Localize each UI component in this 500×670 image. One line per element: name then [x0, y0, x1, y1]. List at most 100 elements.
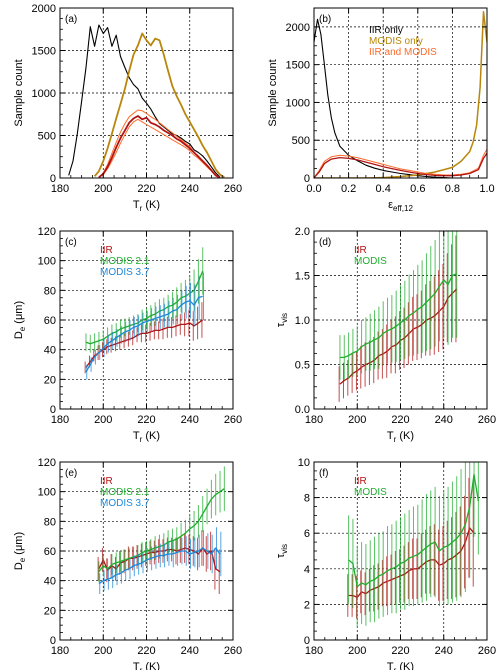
x-tick-label: 0.4: [376, 183, 391, 195]
series-line: [314, 152, 487, 178]
y-axis-label: τvis: [275, 544, 289, 558]
y-tick-label: 80: [44, 285, 56, 297]
x-tick-label: 220: [137, 645, 155, 657]
chart-panel-b: 0.0 0.2 0.4 0.6 0.8 1.0 0 500 1000 1500 2000 εeff,1…: [267, 7, 495, 213]
y-tick-label: 1000: [286, 97, 310, 109]
chart-panel-e: 180 200 220 240 260 0 20 40 60 80 100 120 Tr (K) De (…: [13, 457, 242, 670]
x-tick-label: 0.2: [341, 183, 356, 195]
x-tick-label: 0.0: [306, 183, 321, 195]
series-b-2: [314, 149, 487, 178]
y-tick-label: 20: [44, 605, 56, 617]
series-f-0: [347, 478, 475, 619]
y-tick-label: 120: [38, 457, 56, 469]
series-b-3: [314, 152, 487, 178]
panel-label: (a): [65, 14, 77, 25]
series-d-0: [338, 235, 458, 402]
series-d-1: [339, 231, 458, 380]
legend-entry: MODIS 3.7: [100, 498, 150, 509]
x-tick-label: 200: [94, 645, 112, 657]
x-tick-label: 180: [305, 414, 323, 426]
series-b-0: [314, 18, 487, 178]
y-tick-label: 1.5: [295, 271, 310, 283]
series-line: [339, 288, 458, 385]
chart-panel-c: 180 200 220 240 260 0 20 40 60 80 100 120 Tr (K) De (…: [13, 226, 242, 444]
series-line: [348, 473, 480, 588]
y-tick-label: 0: [50, 173, 56, 185]
y-tick-label: 1.0: [295, 315, 310, 327]
series-a-4: [98, 115, 221, 178]
x-tick-label: 260: [224, 183, 242, 195]
x-tick-label: 240: [435, 414, 453, 426]
legend-entry: IIR: [100, 476, 113, 487]
x-tick-label: 260: [478, 645, 496, 657]
legend-entry: MODIS 2.1: [100, 487, 150, 498]
x-axis-label: Tr (K): [133, 199, 160, 213]
y-tick-label: 6: [304, 528, 310, 540]
y-tick-label: 100: [38, 256, 56, 268]
x-tick-label: 200: [94, 183, 112, 195]
x-tick-label: 220: [137, 414, 155, 426]
x-axis-label: Tr (K): [133, 661, 160, 670]
x-axis-label: Tr (K): [133, 430, 160, 444]
series-line: [85, 319, 204, 368]
y-tick-label: 40: [44, 345, 56, 357]
y-tick-label: 0.0: [295, 404, 310, 416]
x-tick-label: 180: [51, 645, 69, 657]
y-tick-label: 1500: [286, 60, 310, 72]
x-tick-label: 200: [94, 414, 112, 426]
y-tick-label: 500: [38, 131, 56, 143]
y-axis-label: De (μm): [13, 532, 27, 570]
series-a-0: [68, 24, 221, 178]
x-tick-label: 200: [348, 645, 366, 657]
x-tick-label: 220: [391, 645, 409, 657]
x-tick-label: 240: [435, 645, 453, 657]
x-tick-label: 180: [51, 183, 69, 195]
chart-panel-a: 180 200 220 240 260 0 500 1000 1500 2000 Tr (K) Sam…: [13, 3, 242, 213]
x-tick-label: 240: [181, 414, 199, 426]
series-c-2: [85, 272, 205, 380]
series-line: [98, 547, 221, 585]
x-tick-label: 0.6: [410, 183, 425, 195]
legend-entry: IIR only: [369, 25, 403, 36]
series-line: [348, 527, 475, 598]
series-line: [314, 18, 487, 178]
x-tick-label: 220: [391, 414, 409, 426]
x-tick-label: 180: [305, 645, 323, 657]
series-line: [93, 32, 225, 178]
panel-label: (b): [319, 14, 331, 25]
y-tick-label: 0: [50, 404, 56, 416]
y-tick-label: 120: [38, 226, 56, 238]
x-tick-label: 220: [137, 183, 155, 195]
legend-entry: MODIS: [354, 487, 387, 498]
series-line: [314, 11, 487, 178]
series-line: [98, 488, 225, 573]
legend-entry: MODIS 2.1: [100, 256, 150, 267]
x-axis-label: Tr (K): [387, 661, 414, 670]
legend-entry: MODIS 3.7: [100, 267, 150, 278]
y-tick-label: 500: [292, 135, 310, 147]
panel-label: (f): [319, 468, 328, 479]
y-tick-label: 1500: [32, 46, 56, 58]
series-f-1: [348, 462, 480, 628]
legend-entry: MODIS only: [369, 36, 423, 47]
legend-entry: MODIS: [354, 256, 387, 267]
legend-entry: IIR: [100, 245, 113, 256]
series-b-1: [314, 11, 487, 178]
y-axis-label: Sample count: [267, 59, 279, 126]
series-e-1: [98, 466, 225, 583]
y-axis-label: Sample count: [13, 59, 25, 126]
series-line: [339, 273, 457, 359]
series-a-3: [98, 118, 221, 178]
y-axis-label: De (μm): [13, 301, 27, 339]
series-a-1: [93, 32, 225, 178]
x-tick-label: 260: [478, 414, 496, 426]
x-tick-label: 0.8: [445, 183, 460, 195]
y-tick-label: 2.0: [295, 226, 310, 238]
y-tick-label: 2: [304, 599, 310, 611]
legend-entry: IIR: [354, 476, 367, 487]
x-tick-label: 260: [224, 414, 242, 426]
y-tick-label: 60: [44, 315, 56, 327]
y-tick-label: 0: [304, 635, 310, 647]
y-tick-label: 2000: [32, 3, 56, 15]
legend-entry: IIR and MODIS: [369, 47, 437, 58]
